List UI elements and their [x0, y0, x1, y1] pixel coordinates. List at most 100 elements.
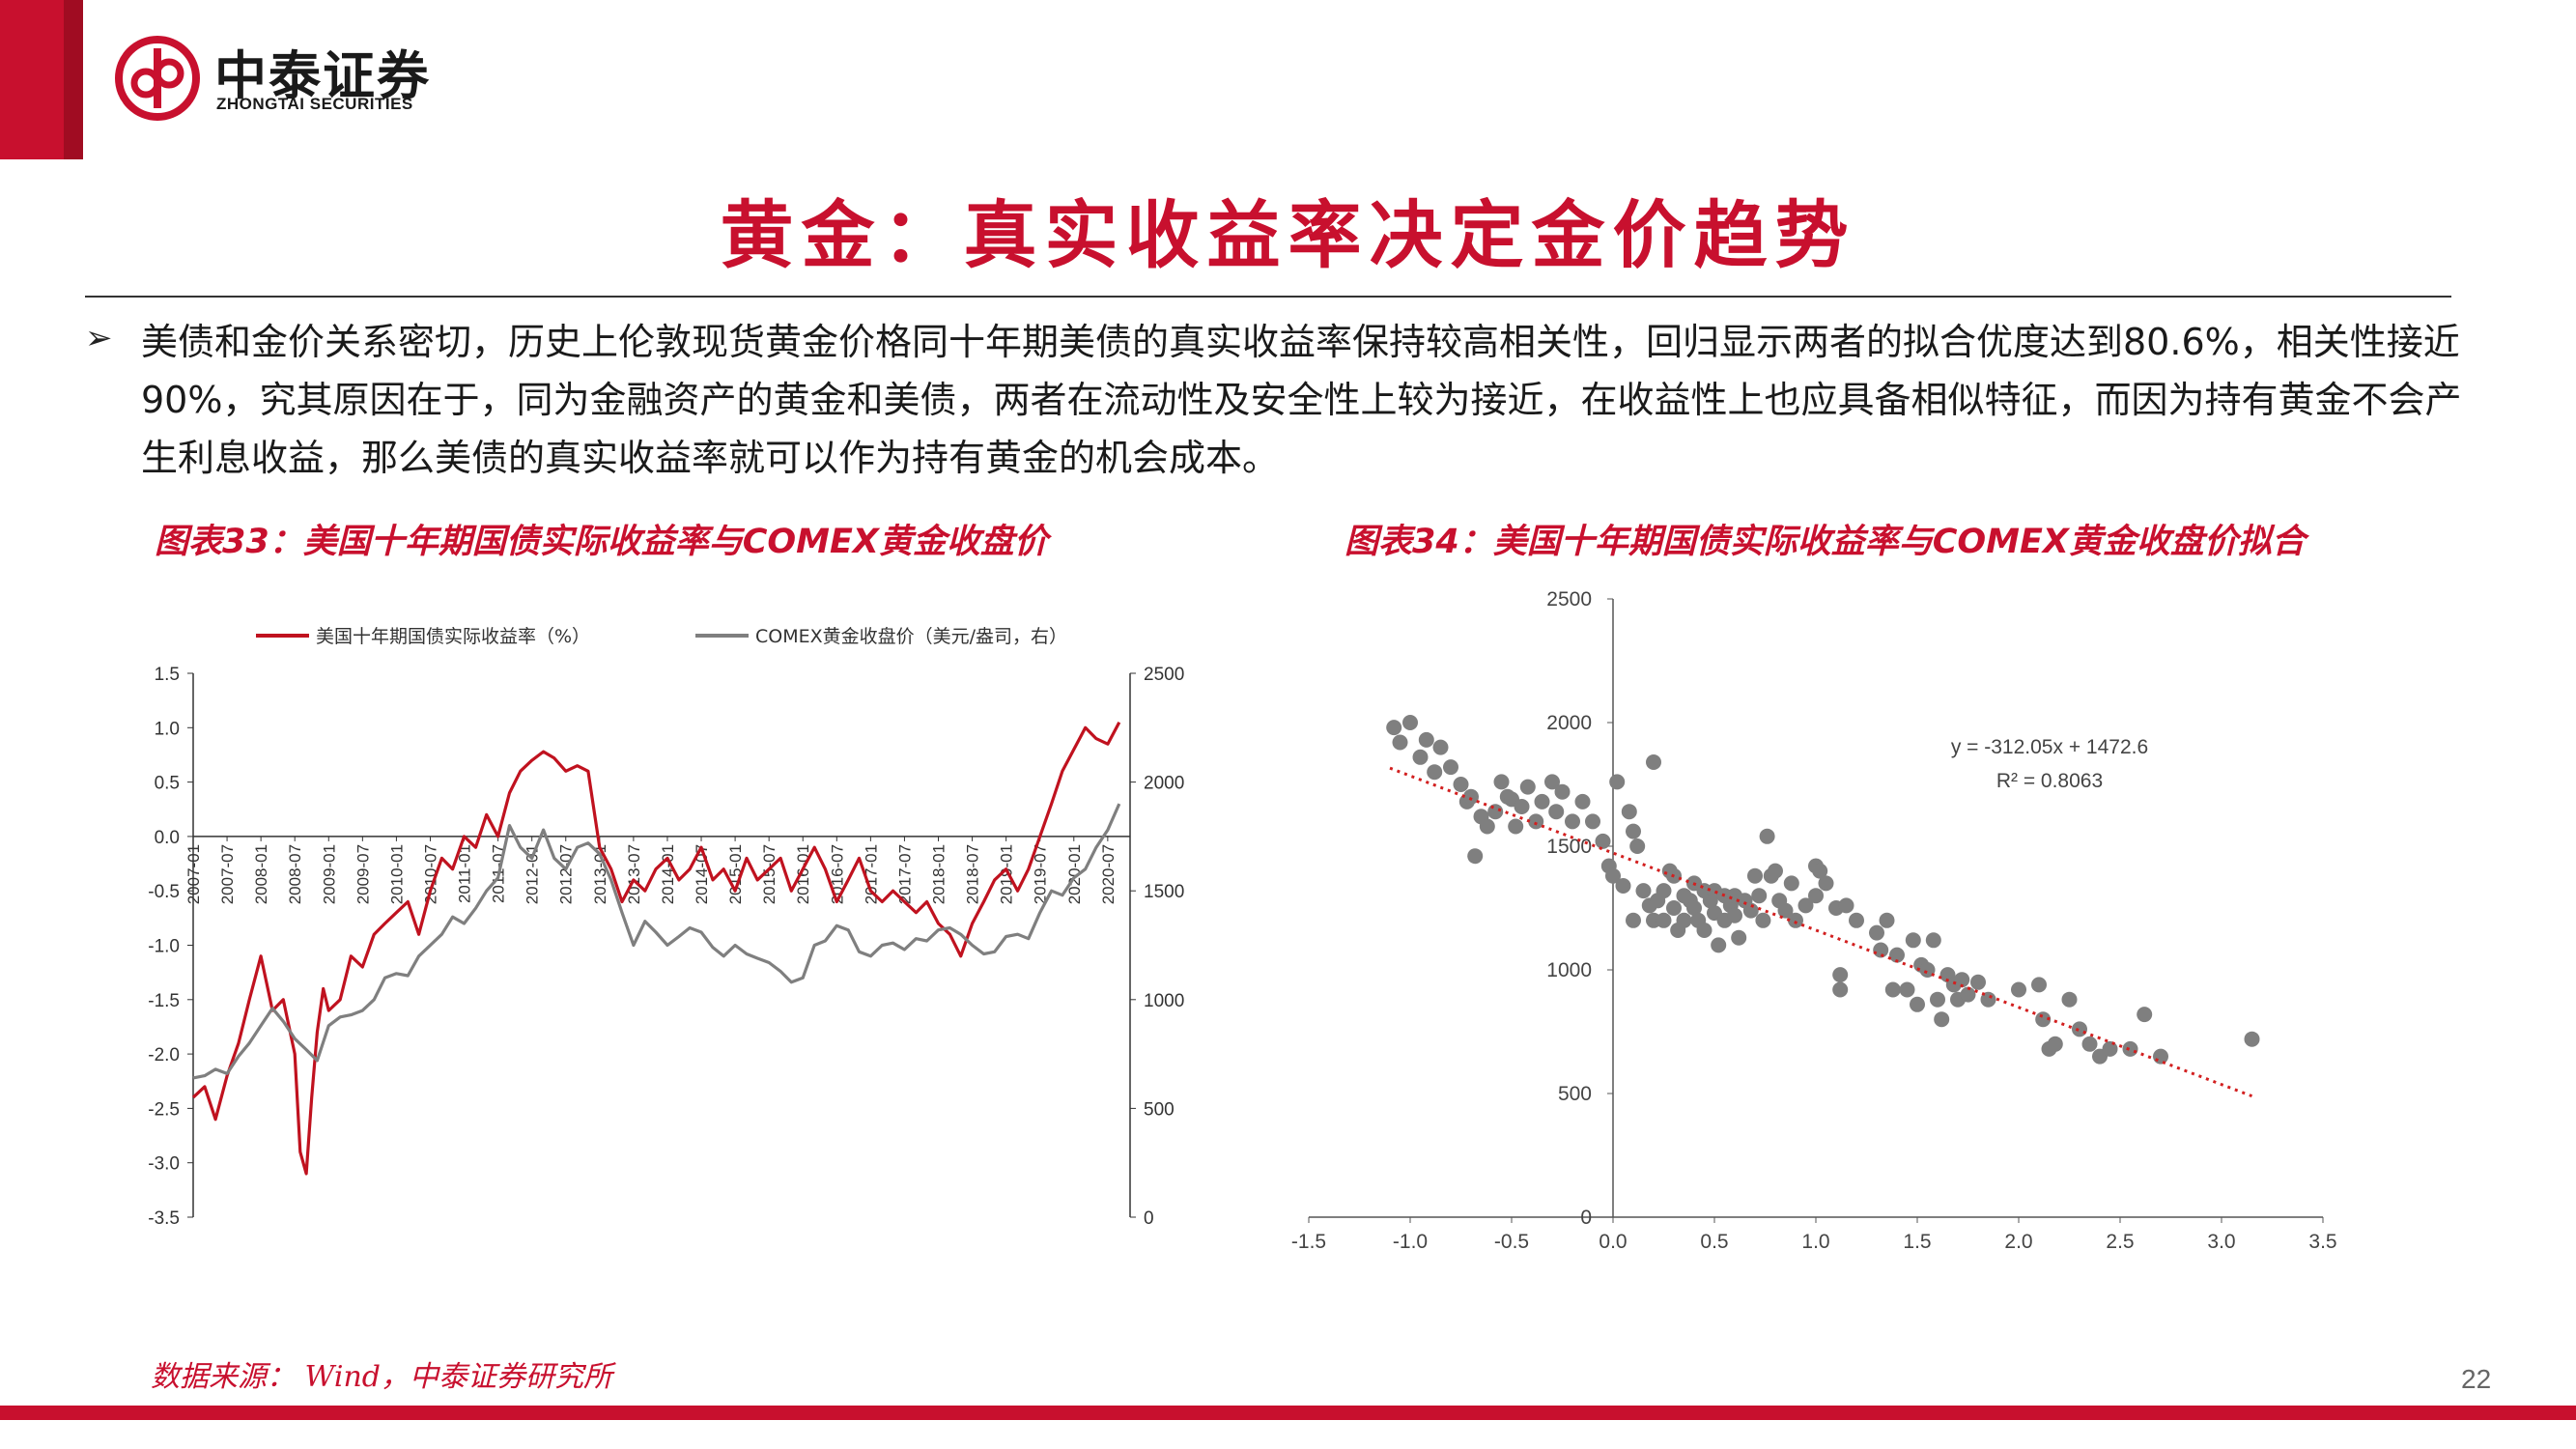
x-tick-label: 2018-01: [930, 844, 948, 904]
scatter-point: [1808, 888, 1824, 904]
scatter-point: [1514, 799, 1530, 814]
scatter-point: [1873, 942, 1889, 958]
scatter-point: [1798, 897, 1814, 914]
scatter-point: [1930, 991, 1945, 1008]
scatter-point: [1554, 783, 1571, 800]
scatter-point: [1818, 875, 1834, 892]
scatter-point: [1487, 804, 1504, 820]
x-tick-label: 2017-01: [862, 844, 880, 904]
left-tick-label: -3.0: [148, 1154, 180, 1175]
scatter-point: [1412, 749, 1429, 765]
scatter-point: [1849, 912, 1864, 928]
right-tick-label: 1500: [1144, 882, 1184, 902]
scatter-point: [1585, 813, 1600, 830]
scatter-point: [2122, 1040, 2138, 1057]
left-tick-label: -1.5: [148, 991, 180, 1011]
x-tick-label: 0.5: [1700, 1231, 1728, 1253]
scatter-point: [2011, 981, 2026, 998]
y-tick-label: 1000: [1546, 959, 1592, 981]
scatter-point: [1386, 720, 1402, 736]
scatter-point: [1656, 912, 1672, 928]
x-tick-label: -0.5: [1494, 1231, 1529, 1253]
legend-label-real-yield: 美国十年期国债实际收益率（%）: [316, 626, 590, 647]
scatter-point: [1832, 967, 1849, 983]
scatter-point: [1635, 883, 1652, 899]
scatter-point: [1934, 1011, 1950, 1028]
chart34-scatter-chart: 2500 2000 1500 1000 500 0 -1.5 -1.0 -0.5 0.0 0.5 1.…: [1291, 588, 2337, 1253]
x-tick-label: 2019-07: [1032, 844, 1050, 904]
title-divider: [85, 296, 2451, 298]
scatter-point: [1869, 924, 1884, 941]
scatter-point: [1574, 793, 1591, 810]
scatter-point: [1427, 764, 1443, 781]
right-tick-label: 1000: [1144, 991, 1184, 1011]
x-tick-label: 2.0: [2004, 1231, 2032, 1253]
scatter-point: [1879, 912, 1895, 928]
scatter-point: [1676, 912, 1692, 928]
scatter-point: [1629, 838, 1646, 854]
scatter-point: [1919, 962, 1936, 978]
scatter-point: [1751, 888, 1768, 904]
x-tick-label: 2020-01: [1065, 844, 1084, 904]
y-tick-label: 0: [1580, 1207, 1592, 1229]
scatter-point: [1768, 863, 1783, 879]
scatter-point: [2047, 1036, 2063, 1052]
scatter-point: [2072, 1021, 2087, 1037]
x-tick-label: 2007-01: [184, 844, 203, 904]
scatter-point: [2031, 977, 2047, 993]
x-tick-label: 2019-01: [998, 844, 1016, 904]
left-tick-label: 0.0: [155, 828, 180, 848]
scatter-point: [1493, 774, 1510, 790]
left-tick-label: 1.5: [155, 665, 180, 685]
y-tick-label: 1500: [1546, 836, 1592, 858]
chart33-caption: 图表33：美国十年期国债实际收益率与COMEX黄金收盘价: [155, 523, 1048, 561]
scatter-point: [1954, 972, 1970, 988]
scatter-point: [1595, 833, 1611, 849]
right-tick-label: 2500: [1144, 665, 1184, 685]
footer-bar: [0, 1406, 2576, 1420]
scatter-point: [1970, 974, 1986, 990]
legend-label-gold-price: COMEX黄金收盘价（美元/盎司，右）: [755, 626, 1067, 647]
scatter-point: [1626, 823, 1641, 839]
x-tick-label: 1.0: [1801, 1231, 1829, 1253]
scatter-point: [1783, 875, 1799, 892]
data-source: 数据来源： Wind，中泰证券研究所: [151, 1360, 612, 1394]
scatter-point: [1727, 907, 1742, 923]
x-tick-label: 2.5: [2106, 1231, 2134, 1253]
scatter-point: [2102, 1040, 2118, 1057]
x-tick-label: 2015-01: [726, 844, 745, 904]
r-squared-label: R² = 0.8063: [1996, 770, 2103, 792]
x-tick-label: 0.0: [1599, 1231, 1627, 1253]
x-tick-label: -1.0: [1393, 1231, 1428, 1253]
scatter-point: [2137, 1007, 2153, 1023]
company-logo-icon: [115, 36, 200, 121]
x-tick-label: 2015-07: [760, 844, 778, 904]
scatter-point: [1534, 793, 1550, 810]
scatter-point: [1899, 981, 1915, 998]
scatter-point: [1621, 804, 1637, 820]
scatter-point: [1432, 739, 1449, 755]
x-tick-label: 2018-07: [964, 844, 982, 904]
trend-equation-label: y = -312.05x + 1472.6: [1951, 736, 2148, 758]
x-tick-label: 2012-01: [524, 844, 542, 904]
scatter-point: [1609, 774, 1626, 790]
scatter-point: [1508, 818, 1524, 835]
x-tick-label: 2020-07: [1099, 844, 1118, 904]
body-paragraph: 美债和金价关系密切，历史上伦敦现货黄金价格同十年期美债的真实收益率保持较高相关性…: [141, 321, 2462, 479]
scatter-point: [1910, 996, 1925, 1012]
x-tick-label: 2014-01: [659, 844, 677, 904]
scatter-point: [1463, 788, 1479, 805]
logo-english-name: ZHONGTAI SECURITIES: [216, 95, 413, 113]
scatter-point: [2081, 1036, 2098, 1052]
scatter-point: [1925, 932, 1941, 949]
scatter-point: [1479, 818, 1495, 835]
x-tick-label: 2010-01: [387, 844, 406, 904]
y-tick-label: 500: [1558, 1083, 1592, 1105]
x-tick-label: 2007-07: [218, 844, 237, 904]
scatter-point: [1747, 867, 1763, 884]
scatter-point: [1742, 902, 1759, 919]
x-tick-label: 2009-01: [320, 844, 338, 904]
left-tick-label: -2.5: [148, 1099, 180, 1120]
left-tick-label: 0.5: [155, 774, 180, 794]
x-tick-label: 2011-01: [456, 844, 474, 903]
